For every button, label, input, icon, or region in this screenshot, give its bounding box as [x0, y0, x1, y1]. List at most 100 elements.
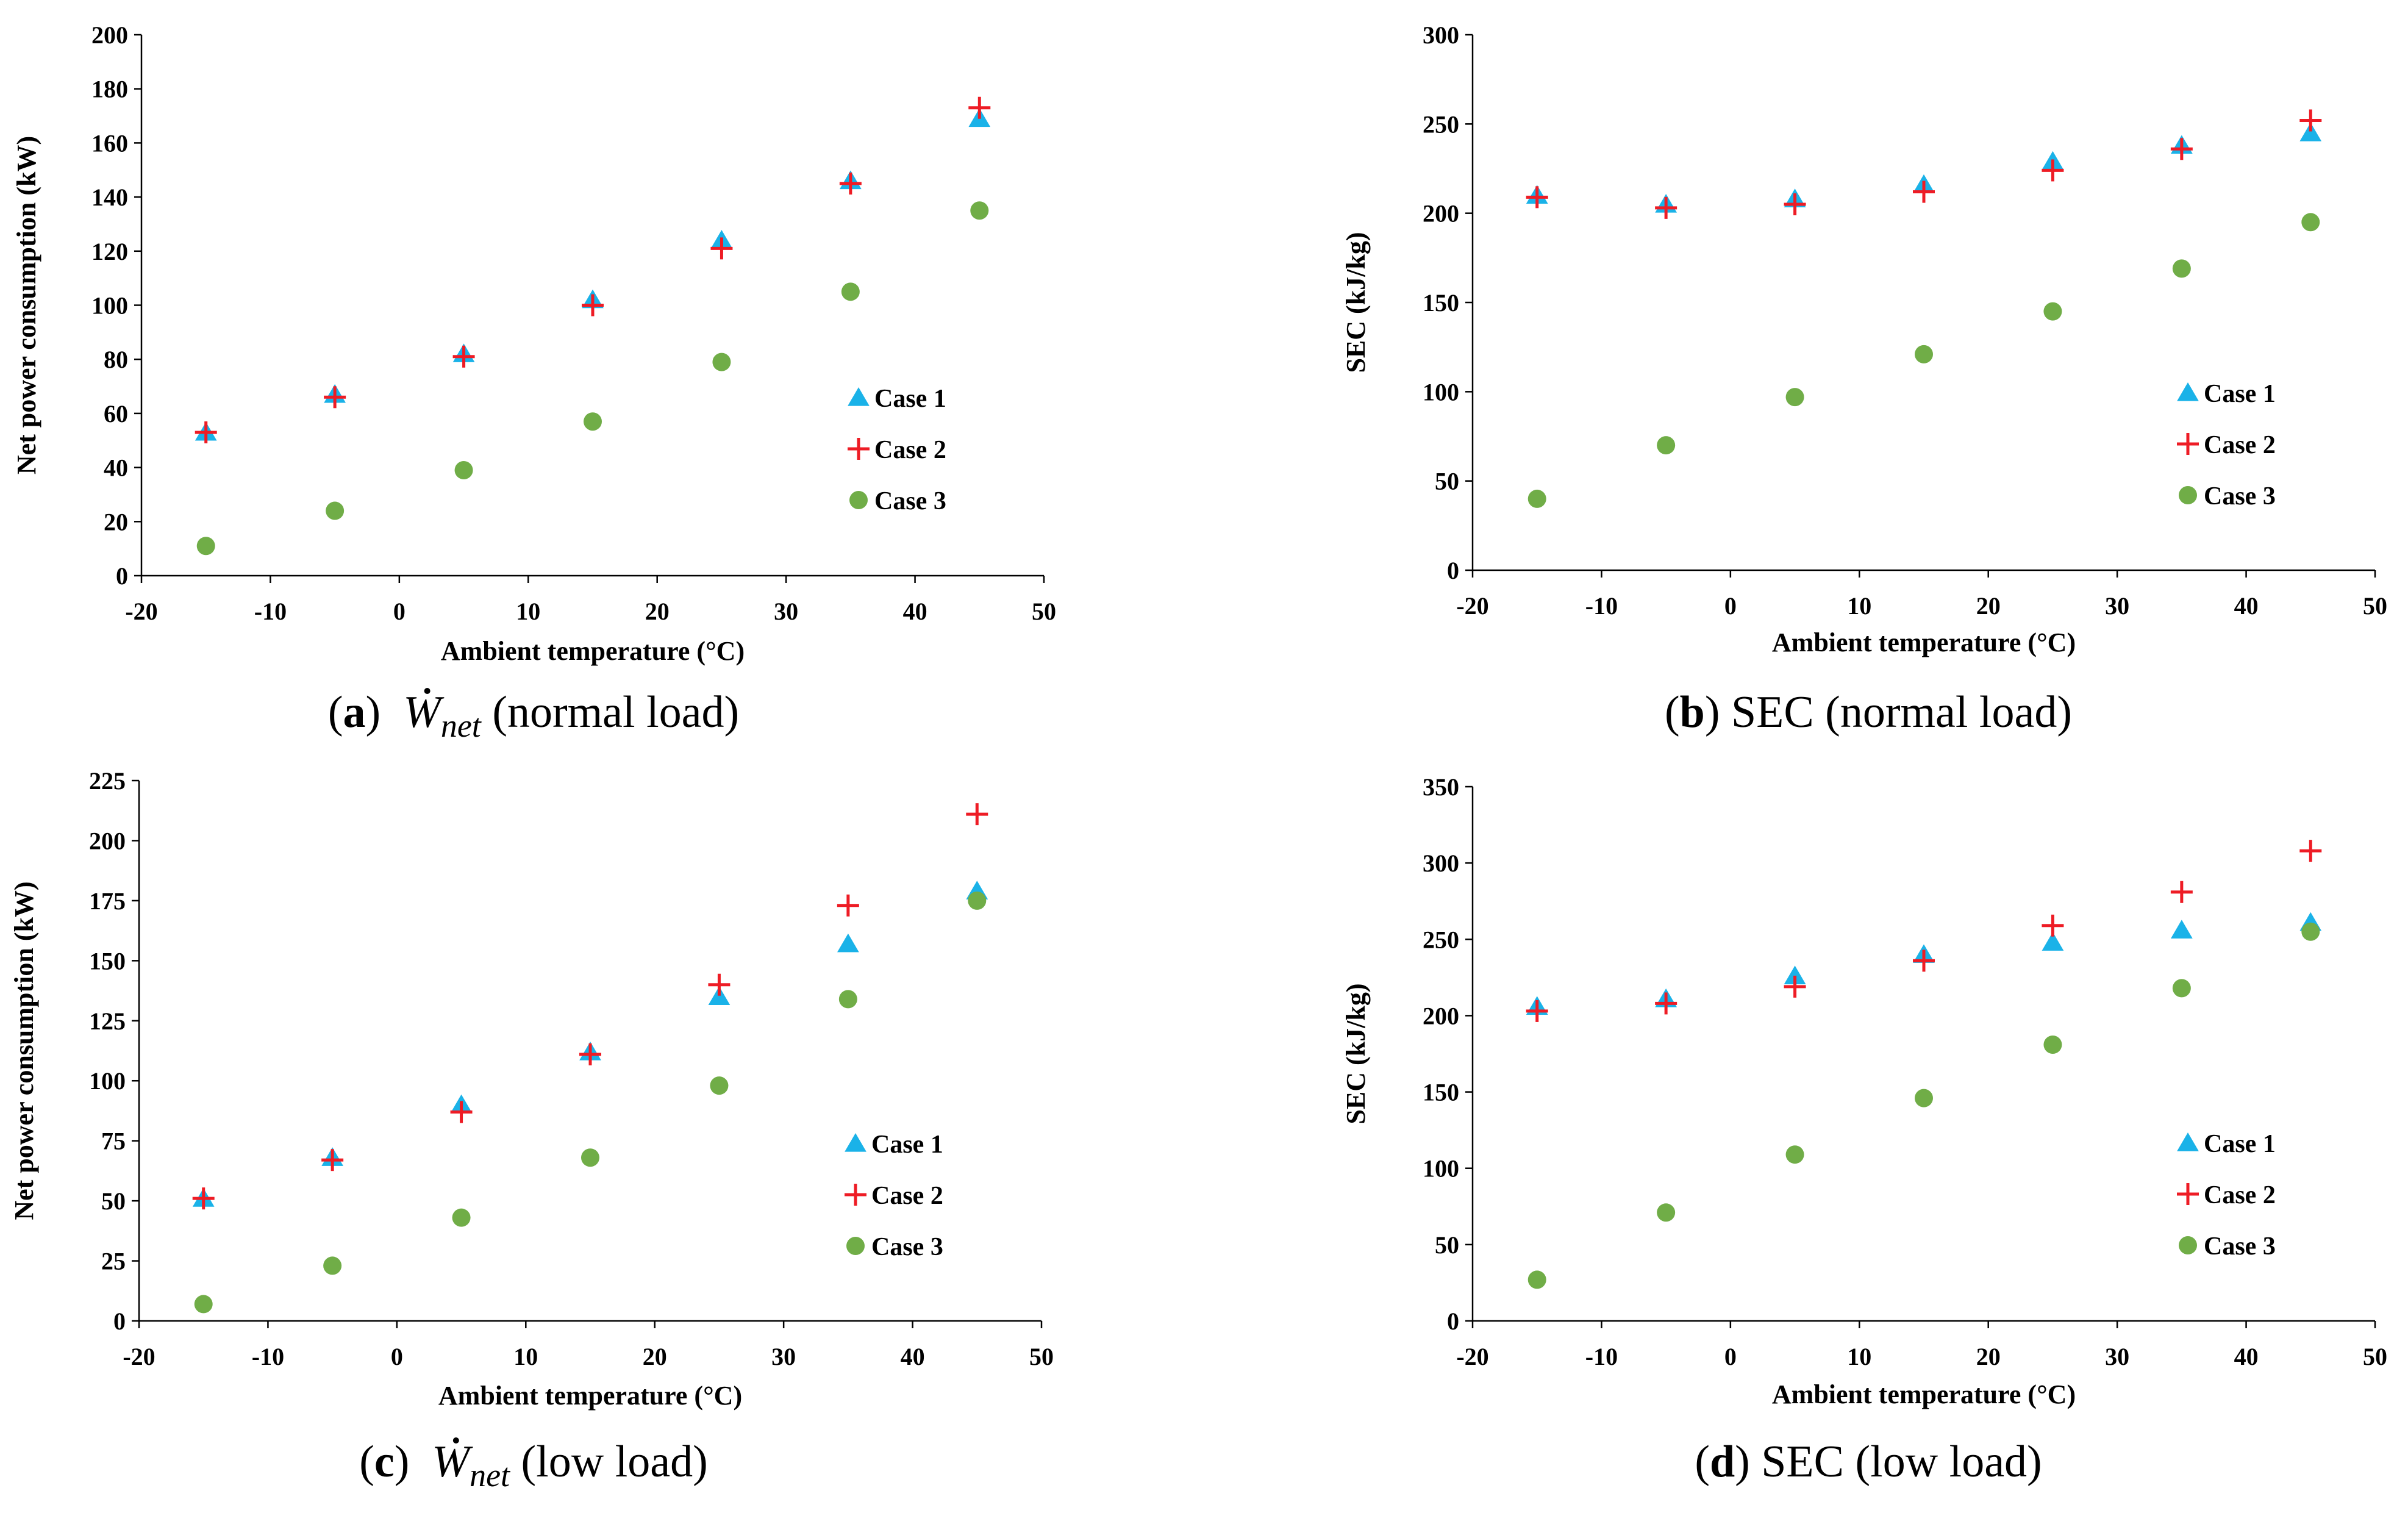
data-point: [579, 1043, 601, 1065]
data-point: [1913, 181, 1935, 203]
series-2: [1526, 109, 2322, 219]
x-tick-label: 10: [1847, 592, 1871, 620]
chart-caption: (c) Wnet (low load): [359, 1437, 708, 1494]
data-point: [452, 1208, 471, 1227]
series-3: [1527, 922, 2320, 1289]
caption-open: (: [359, 1437, 374, 1487]
caption-close: ): [395, 1437, 410, 1487]
data-point: [454, 461, 473, 480]
y-tick-label: 150: [1423, 289, 1459, 317]
legend-label: Case 1: [874, 385, 946, 413]
x-tick-label: 0: [393, 598, 406, 625]
y-tick-label: 225: [89, 767, 126, 795]
x-tick-label: 20: [1976, 592, 2001, 620]
legend-label: Case 3: [874, 487, 946, 515]
x-tick-label: -10: [1585, 1343, 1618, 1370]
x-tick-label: 50: [1032, 598, 1056, 625]
legend-marker: [2177, 382, 2199, 401]
data-point: [2301, 213, 2320, 232]
chart-b: 0 50 100 150 200 250 300 -20 -10 0 10 20 30 40 50 Ambie…: [1341, 21, 2387, 737]
data-point: [837, 894, 859, 917]
x-tick-label: 30: [771, 1343, 796, 1370]
legend-label: Case 1: [2204, 380, 2276, 408]
data-point: [323, 1256, 342, 1275]
data-point: [452, 345, 475, 368]
chart-c: 0 25 50 75 100 125 150 175 200 225 -20 -10 0 10 20 30 40…: [9, 767, 1054, 1494]
data-point: [584, 412, 602, 431]
x-axis-label: Ambient temperature (°C): [438, 1381, 742, 1411]
data-point: [2170, 138, 2193, 160]
data-point: [710, 1076, 729, 1095]
y-tick-label: 100: [89, 1067, 126, 1095]
data-point: [712, 352, 731, 371]
y-axis-label: Net power consumption (kW): [9, 881, 39, 1220]
data-point: [838, 990, 857, 1009]
data-point: [2299, 840, 2322, 862]
x-tick-label: 50: [2363, 1343, 2387, 1370]
x-tick-label: 20: [643, 1343, 667, 1370]
caption-letter: c: [374, 1437, 395, 1487]
x-tick-label: -20: [1456, 1343, 1488, 1370]
legend-label: Case 3: [2204, 1232, 2276, 1261]
series-3: [194, 891, 987, 1314]
x-tick-label: -20: [1456, 592, 1488, 620]
x-tick-label: 20: [645, 598, 670, 625]
legend-label: Case 2: [2204, 1181, 2276, 1209]
legend: Case 1 Case 2 Case 3: [845, 1131, 943, 1261]
data-point: [837, 933, 859, 953]
y-tick-label: 350: [1423, 773, 1459, 801]
data-point: [966, 803, 988, 826]
data-point: [581, 1148, 599, 1167]
caption-math-base: W: [403, 687, 445, 737]
data-point: [1657, 436, 1676, 455]
data-point: [1655, 992, 1677, 1015]
caption-letter: b: [1680, 687, 1705, 737]
x-tick-label: -20: [123, 1343, 155, 1370]
y-tick-label: 120: [91, 238, 128, 265]
legend-marker: [848, 438, 870, 460]
x-tick-label: 0: [1724, 1343, 1737, 1370]
caption-suffix: (low load): [510, 1437, 708, 1487]
chart-d: 0 50 100 150 200 250 300 350 -20 -10 0 10 20 30 40 50 Am…: [1341, 773, 2387, 1487]
caption-letter: d: [1710, 1437, 1735, 1487]
y-tick-label: 100: [1423, 378, 1459, 406]
y-tick-label: 125: [89, 1007, 126, 1035]
data-point: [1784, 193, 1806, 216]
data-point: [1785, 1145, 1804, 1164]
data-point: [968, 891, 987, 910]
data-point: [839, 172, 862, 195]
caption-math-base: W: [432, 1437, 473, 1487]
x-tick-label: 40: [2234, 1343, 2259, 1370]
data-point: [196, 537, 215, 556]
y-tick-label: 0: [116, 562, 128, 590]
caption-letter: a: [343, 687, 366, 737]
y-axis-label: Net power consumption (kW): [12, 136, 41, 474]
caption-suffix: (normal load): [481, 687, 739, 737]
chart-caption: (b) SEC (normal load): [1665, 687, 2072, 737]
data-point: [2299, 109, 2322, 132]
chart-a: 0 20 40 60 80 100 120 140 160 180 200 -20 -10 0 10 20 30…: [12, 21, 1056, 744]
y-tick-label: 175: [89, 887, 126, 915]
y-tick-label: 60: [104, 400, 128, 428]
x-tick-label: 0: [1724, 592, 1737, 620]
chart-caption: (d) SEC (low load): [1695, 1437, 2042, 1487]
x-tick-label: 40: [2234, 592, 2259, 620]
x-tick-label: -10: [254, 598, 287, 625]
x-tick-label: 30: [2105, 1343, 2129, 1370]
data-point: [324, 386, 346, 409]
legend-label: Case 1: [2204, 1130, 2276, 1158]
data-point: [1527, 489, 1546, 508]
series-1: [195, 108, 991, 441]
legend-marker: [845, 1184, 866, 1206]
data-point: [1913, 950, 1935, 972]
data-point: [1655, 196, 1677, 219]
y-tick-label: 50: [1435, 1231, 1459, 1259]
legend: Case 1 Case 2 Case 3: [2177, 1130, 2276, 1261]
legend-label: Case 3: [871, 1233, 943, 1261]
y-tick-label: 0: [113, 1308, 126, 1335]
y-tick-label: 150: [1423, 1079, 1459, 1106]
x-tick-label: -20: [125, 598, 157, 625]
y-tick-label: 100: [91, 292, 128, 320]
y-tick-label: 150: [89, 947, 126, 975]
caption-close: ): [366, 687, 381, 737]
